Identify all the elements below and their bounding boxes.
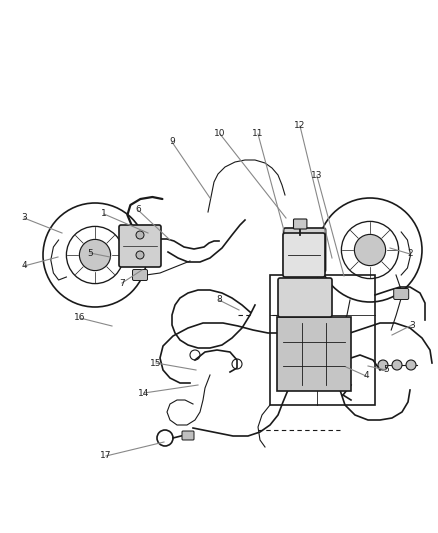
Circle shape [406,360,416,370]
Text: 9: 9 [169,138,175,147]
FancyBboxPatch shape [394,288,409,300]
Circle shape [378,360,388,370]
FancyBboxPatch shape [283,228,325,272]
Text: 12: 12 [294,122,306,131]
Text: 5: 5 [87,248,93,257]
Text: 2: 2 [407,249,413,259]
Text: 17: 17 [100,451,112,461]
Text: 4: 4 [21,262,27,271]
Text: 11: 11 [252,130,264,139]
Bar [270,275,375,405]
Circle shape [300,234,309,242]
Text: 16: 16 [74,313,86,322]
Text: 14: 14 [138,389,150,398]
Text: 6: 6 [135,206,141,214]
Circle shape [79,239,111,271]
Text: 7: 7 [119,279,125,287]
Text: 3: 3 [21,214,27,222]
Circle shape [354,235,385,265]
FancyBboxPatch shape [133,270,148,280]
Circle shape [136,251,144,259]
Text: 13: 13 [311,172,323,181]
Text: 3: 3 [409,320,415,329]
Text: 5: 5 [383,366,389,375]
Text: 10: 10 [214,130,226,139]
Text: 4: 4 [363,372,369,381]
Text: 15: 15 [150,359,162,367]
Text: 8: 8 [216,295,222,304]
Circle shape [300,254,309,262]
FancyBboxPatch shape [293,219,307,229]
Text: 1: 1 [101,209,107,219]
FancyBboxPatch shape [283,233,325,277]
FancyBboxPatch shape [278,278,332,317]
Circle shape [136,231,144,239]
FancyBboxPatch shape [277,317,351,391]
FancyBboxPatch shape [119,225,161,267]
Circle shape [392,360,402,370]
FancyBboxPatch shape [182,431,194,440]
